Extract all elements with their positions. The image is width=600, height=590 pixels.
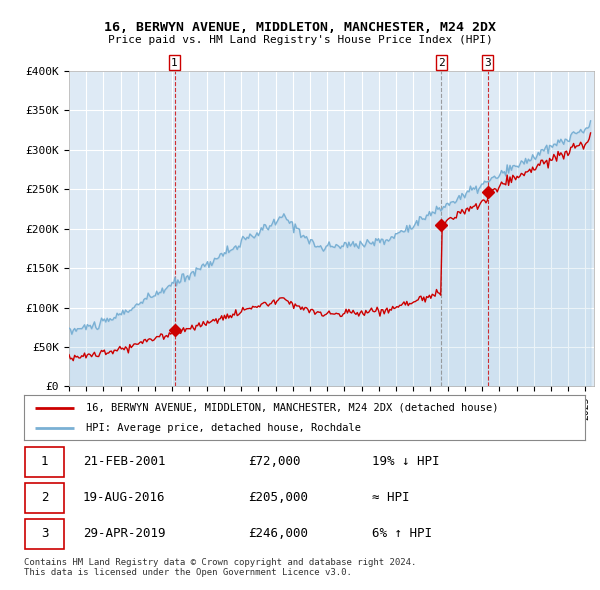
Text: 16, BERWYN AVENUE, MIDDLETON, MANCHESTER, M24 2DX (detached house): 16, BERWYN AVENUE, MIDDLETON, MANCHESTER… [86,403,498,412]
Text: Price paid vs. HM Land Registry's House Price Index (HPI): Price paid vs. HM Land Registry's House … [107,35,493,45]
Text: 21-FEB-2001: 21-FEB-2001 [83,454,166,467]
FancyBboxPatch shape [25,519,64,549]
Text: 19% ↓ HPI: 19% ↓ HPI [372,454,439,467]
Text: 1: 1 [171,58,178,68]
FancyBboxPatch shape [25,447,64,477]
Text: 3: 3 [41,527,49,540]
Text: 16, BERWYN AVENUE, MIDDLETON, MANCHESTER, M24 2DX: 16, BERWYN AVENUE, MIDDLETON, MANCHESTER… [104,21,496,34]
Text: 2: 2 [438,58,445,68]
Text: 6% ↑ HPI: 6% ↑ HPI [372,527,432,540]
Text: 1: 1 [41,454,49,467]
Text: Contains HM Land Registry data © Crown copyright and database right 2024.
This d: Contains HM Land Registry data © Crown c… [24,558,416,577]
Text: HPI: Average price, detached house, Rochdale: HPI: Average price, detached house, Roch… [86,424,361,434]
Text: 29-APR-2019: 29-APR-2019 [83,527,166,540]
Text: ≈ HPI: ≈ HPI [372,490,409,504]
Text: £72,000: £72,000 [248,454,301,467]
FancyBboxPatch shape [25,483,64,513]
Text: £246,000: £246,000 [248,527,308,540]
Text: £205,000: £205,000 [248,490,308,504]
Text: 3: 3 [484,58,491,68]
Text: 2: 2 [41,490,49,504]
Text: 19-AUG-2016: 19-AUG-2016 [83,490,166,504]
